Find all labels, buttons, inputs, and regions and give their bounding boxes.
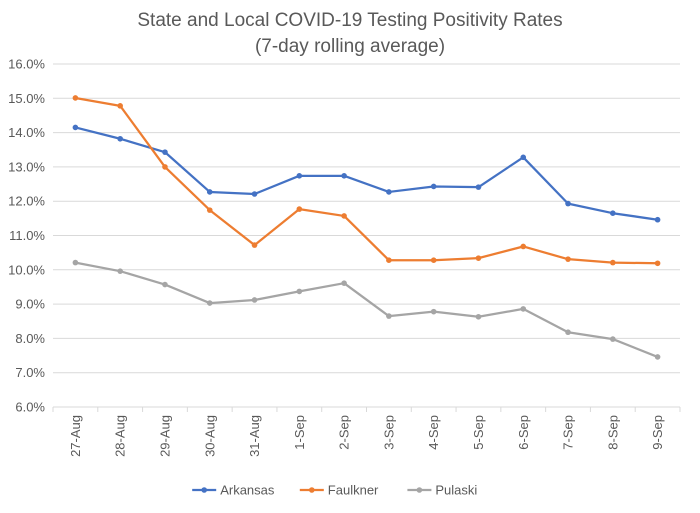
y-axis-ticks: 6.0% 7.0% 8.0% 9.0% 10.0% 11.0% 12.0% 13.0% 14.0…: [8, 57, 45, 415]
data-point-pulaski: [162, 281, 168, 288]
data-point-faulkner: [162, 164, 168, 170]
data-point-pulaski: [520, 306, 527, 312]
x-tick-label: 1-Sep: [292, 415, 307, 450]
x-tick-label: 5-Sep: [471, 415, 486, 450]
data-point-pulaski: [117, 268, 123, 274]
data-point-pulaski: [386, 313, 392, 319]
y-tick-label: 7.0%: [15, 365, 45, 380]
data-point-faulkner: [206, 207, 213, 213]
data-point-pulaski: [475, 313, 482, 320]
data-point-arkansas: [565, 200, 571, 207]
x-tick-label: 7-Sep: [561, 415, 576, 450]
data-point-pulaski: [251, 297, 258, 303]
data-point-pulaski: [72, 259, 79, 266]
legend-marker-pulaski: [416, 487, 423, 493]
legend-label-faulkner: Faulkner: [328, 483, 379, 498]
data-point-arkansas: [475, 184, 482, 190]
data-point-faulkner: [520, 243, 527, 250]
data-point-faulkner: [475, 255, 482, 261]
x-tick-label: 31-Aug: [247, 415, 262, 457]
data-point-arkansas: [610, 210, 616, 217]
data-point-arkansas: [206, 189, 213, 195]
x-tick-label: 29-Aug: [157, 415, 172, 457]
series-line-faulkner: [74, 96, 659, 265]
data-point-faulkner: [296, 206, 303, 212]
y-tick-label: 13.0%: [8, 159, 45, 174]
data-point-faulkner: [341, 213, 347, 219]
data-point-pulaski: [565, 329, 571, 336]
x-tick-label: 3-Sep: [381, 415, 396, 450]
y-tick-label: 14.0%: [8, 125, 45, 140]
gridlines: [53, 63, 680, 408]
data-point-faulkner: [430, 257, 437, 263]
x-tick-label: 28-Aug: [113, 415, 128, 457]
chart-title: State and Local COVID-19 Testing Positiv…: [137, 10, 562, 31]
legend: Arkansas Faulkner Pulaski: [192, 483, 477, 498]
y-tick-label: 15.0%: [8, 91, 45, 106]
y-tick-label: 10.0%: [8, 262, 45, 277]
data-point-pulaski: [654, 354, 661, 360]
series-faulkner: [72, 95, 661, 267]
data-point-arkansas: [251, 191, 258, 197]
y-tick-label: 8.0%: [15, 331, 45, 346]
series-pulaski: [72, 259, 661, 360]
y-tick-label: 9.0%: [15, 297, 45, 312]
data-point-arkansas: [654, 216, 661, 223]
series-arkansas: [72, 124, 661, 223]
data-point-arkansas: [520, 154, 527, 161]
series-lines: [72, 95, 661, 360]
x-tick-label: 2-Sep: [337, 415, 352, 450]
legend-marker-arkansas: [201, 487, 207, 493]
data-point-arkansas: [386, 189, 392, 195]
legend-item-arkansas: Arkansas: [192, 483, 275, 498]
data-point-pulaski: [341, 280, 347, 286]
data-point-faulkner: [654, 260, 661, 267]
data-point-arkansas: [296, 173, 303, 179]
data-point-arkansas: [341, 173, 347, 179]
legend-item-faulkner: Faulkner: [299, 483, 379, 498]
data-point-arkansas: [117, 135, 123, 142]
legend-label-pulaski: Pulaski: [435, 483, 477, 498]
legend-marker-faulkner: [309, 487, 315, 493]
x-axis-ticks: 27-Aug 28-Aug 29-Aug 30-Aug 31-Aug 1-Sep 2-Sep…: [52, 407, 681, 457]
x-tick-label: 9-Sep: [650, 415, 665, 450]
y-tick-label: 11.0%: [9, 228, 45, 243]
x-tick-label: 30-Aug: [202, 415, 217, 457]
x-tick-label: 8-Sep: [605, 415, 620, 450]
data-point-faulkner: [610, 259, 616, 266]
data-point-pulaski: [296, 288, 303, 295]
y-tick-label: 6.0%: [15, 400, 45, 415]
data-point-arkansas: [430, 183, 437, 190]
series-line-arkansas: [74, 126, 659, 221]
data-point-faulkner: [117, 103, 123, 109]
y-tick-label: 16.0%: [8, 57, 45, 72]
series-line-pulaski: [74, 261, 659, 359]
data-point-pulaski: [206, 300, 213, 306]
data-point-faulkner: [386, 257, 392, 263]
x-tick-label: 27-Aug: [68, 415, 83, 457]
data-point-pulaski: [430, 308, 437, 315]
data-point-faulkner: [565, 256, 571, 262]
data-point-pulaski: [610, 336, 616, 342]
x-tick-label: 4-Sep: [426, 415, 441, 450]
data-point-arkansas: [72, 124, 79, 131]
data-point-arkansas: [162, 149, 168, 155]
data-point-faulkner: [72, 95, 79, 101]
legend-label-arkansas: Arkansas: [220, 483, 275, 498]
legend-item-pulaski: Pulaski: [407, 483, 477, 498]
chart-subtitle: (7-day rolling average): [255, 36, 445, 57]
x-tick-label: 6-Sep: [516, 415, 531, 450]
data-point-faulkner: [251, 242, 258, 248]
y-tick-label: 12.0%: [8, 194, 45, 209]
